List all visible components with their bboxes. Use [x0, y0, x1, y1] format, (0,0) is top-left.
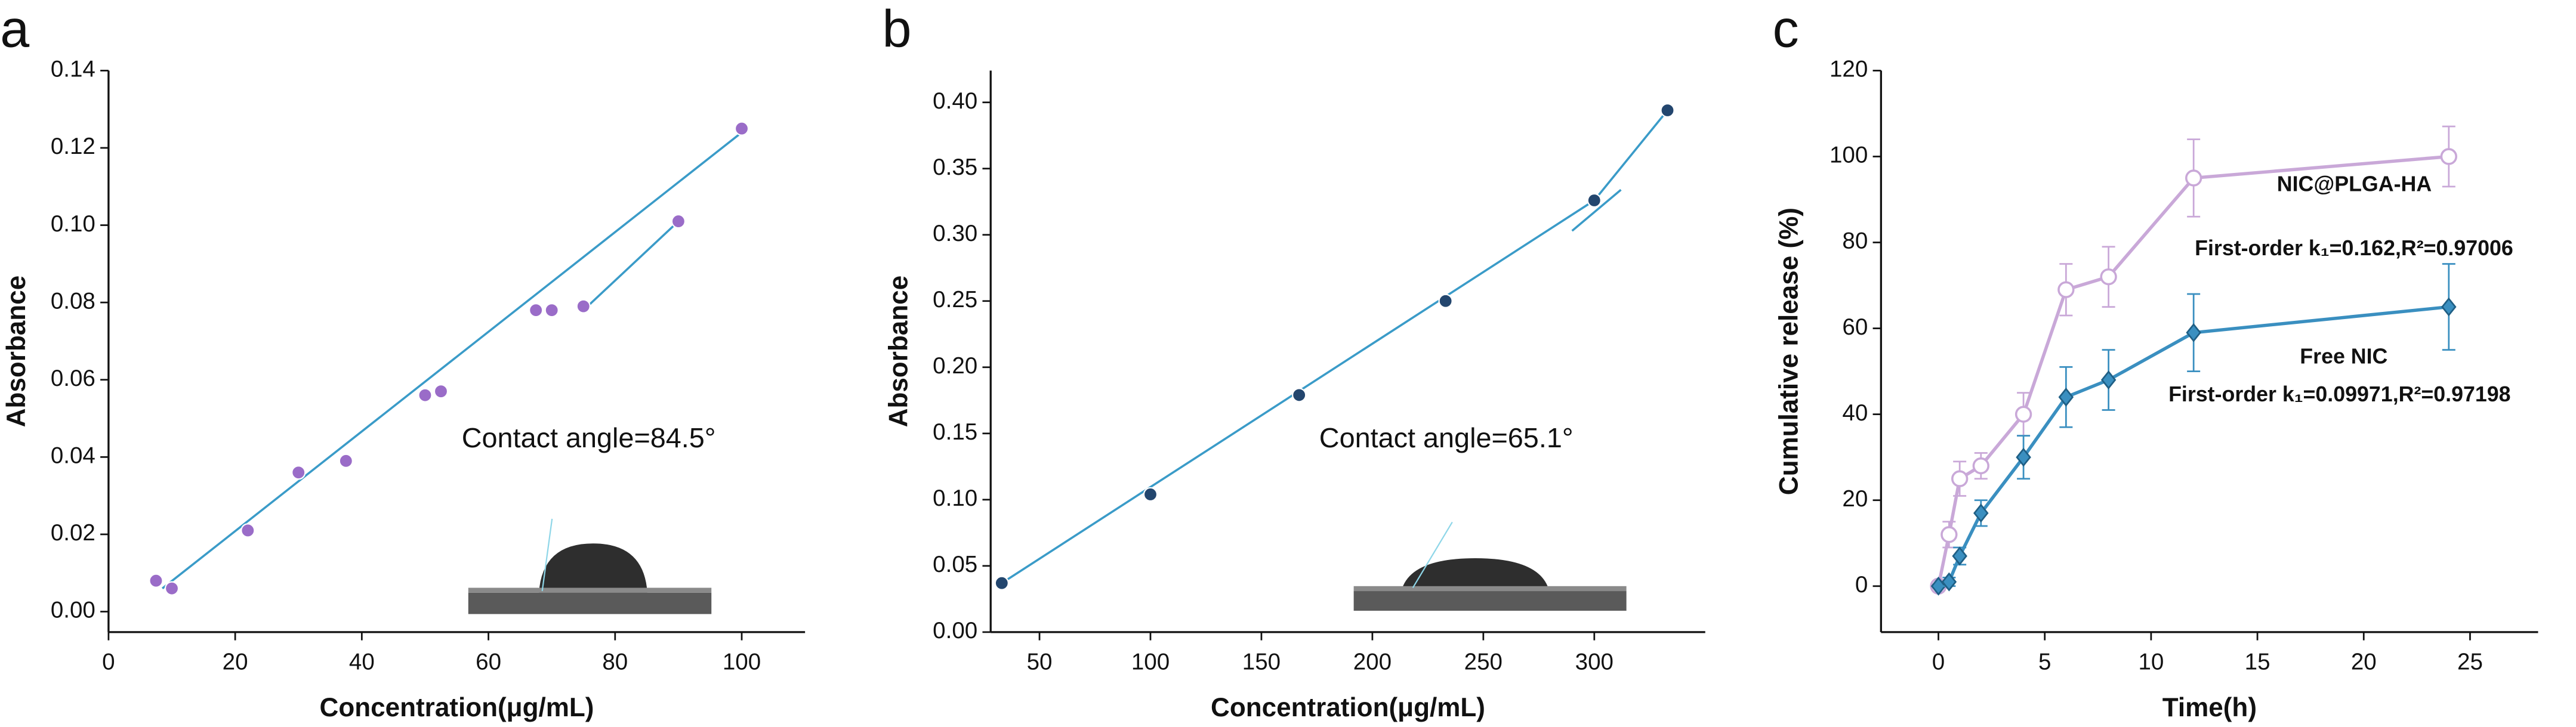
y-tick-label: 0.06	[51, 366, 95, 391]
x-tick-label: 200	[1353, 649, 1392, 675]
inset-photo-a	[468, 518, 712, 614]
x-tick-label: 0	[102, 649, 115, 675]
y-tick-label: 0.14	[51, 57, 95, 82]
y-tick-label: 20	[1842, 486, 1868, 512]
y-tick-label: 100	[1830, 143, 1868, 168]
x-tick-label: 150	[1242, 649, 1281, 675]
data-point	[2014, 406, 2032, 423]
y-tick-label: 0.35	[933, 154, 977, 180]
data-point	[1941, 572, 1957, 592]
y-tick-label: 0.05	[933, 552, 977, 577]
x-axis-title: Time(h)	[2162, 693, 2257, 722]
data-point	[576, 299, 591, 314]
x-tick-label: 50	[1027, 649, 1053, 675]
data-point	[2100, 370, 2117, 390]
annotation: Contact angle=65.1°	[1319, 422, 1574, 453]
x-tick-label: 250	[1464, 649, 1503, 675]
y-tick-label: 0.10	[51, 211, 95, 237]
data-point	[418, 388, 433, 403]
y-tick-label: 80	[1842, 228, 1868, 254]
x-tick-label: 20	[223, 649, 248, 675]
annotation: Contact angle=84.5°	[462, 422, 716, 453]
data-point	[1973, 503, 1989, 523]
y-axis-title: Cumulative release (%)	[1775, 208, 1804, 495]
y-tick-label: 0.15	[933, 419, 977, 445]
data-point	[671, 214, 686, 229]
data-point	[1952, 546, 1967, 566]
y-tick-label: 0.40	[933, 88, 977, 114]
annotation: NIC@PLGA-HA	[2277, 172, 2432, 196]
y-tick-label: 0.04	[51, 443, 95, 469]
y-axis-title: Absorbance	[2, 276, 31, 427]
data-point	[2058, 387, 2074, 407]
x-tick-label: 25	[2457, 649, 2483, 675]
x-axis-title: Concentration(μg/mL)	[1211, 693, 1485, 722]
data-point	[433, 384, 449, 399]
y-tick-label: 0.25	[933, 287, 977, 313]
x-tick-label: 40	[349, 649, 375, 675]
panel-label: b	[883, 0, 912, 58]
data-point	[149, 573, 163, 588]
y-tick-label: 0.30	[933, 221, 977, 246]
data-point	[2186, 323, 2201, 342]
fit-line	[1001, 109, 1668, 584]
x-tick-label: 0	[1932, 649, 1945, 675]
data-point	[1660, 103, 1675, 118]
panel-label: c	[1773, 0, 1799, 58]
data-point	[734, 121, 749, 136]
x-tick-label: 20	[2351, 649, 2377, 675]
data-point	[2057, 281, 2075, 298]
data-point	[2441, 297, 2457, 317]
annotation: Free NIC	[2300, 345, 2387, 369]
x-tick-label: 5	[2038, 649, 2051, 675]
y-tick-label: 0.00	[933, 618, 977, 644]
x-tick-label: 10	[2138, 649, 2164, 675]
data-point	[1972, 457, 1989, 475]
x-tick-label: 100	[723, 649, 761, 675]
data-point	[291, 465, 306, 480]
data-point	[2440, 148, 2457, 165]
y-tick-label: 60	[1842, 314, 1868, 340]
data-point	[2100, 268, 2117, 286]
fit-line	[161, 131, 743, 590]
annotation: First-order k₁=0.162,R²=0.97006	[2195, 236, 2513, 260]
x-tick-label: 15	[2245, 649, 2270, 675]
x-tick-label: 60	[476, 649, 501, 675]
x-tick-label: 300	[1575, 649, 1614, 675]
x-tick-label: 80	[602, 649, 628, 675]
panel-label: a	[0, 0, 29, 58]
y-tick-label: 40	[1842, 400, 1868, 426]
y-tick-label: 0.08	[51, 288, 95, 314]
fit-line	[1571, 188, 1622, 232]
data-point	[994, 576, 1009, 590]
y-tick-label: 0.00	[51, 598, 95, 623]
data-point	[164, 581, 180, 596]
data-point	[338, 453, 353, 468]
x-axis-title: Concentration(μg/mL)	[320, 693, 594, 722]
data-point	[2185, 169, 2202, 187]
fit-line	[582, 220, 680, 311]
annotation: First-order k₁=0.09971,R²=0.97198	[2168, 382, 2510, 406]
data-point	[1951, 470, 1969, 487]
data-point	[2016, 447, 2031, 467]
y-tick-label: 120	[1830, 57, 1868, 82]
y-tick-label: 0	[1855, 572, 1868, 598]
data-point	[529, 303, 544, 318]
inset-photo-b	[1353, 521, 1627, 611]
y-tick-label: 0.20	[933, 353, 977, 379]
y-tick-label: 0.10	[933, 485, 977, 511]
data-point	[240, 523, 255, 538]
data-point	[1587, 193, 1602, 208]
y-axis-title: Absorbance	[884, 276, 913, 427]
data-point	[1941, 526, 1958, 543]
data-point	[1143, 487, 1158, 502]
data-point	[544, 303, 559, 318]
y-tick-label: 0.02	[51, 520, 95, 546]
x-tick-label: 100	[1131, 649, 1170, 675]
data-point	[1292, 388, 1307, 403]
y-tick-label: 0.12	[51, 134, 95, 159]
data-point	[1438, 293, 1453, 308]
